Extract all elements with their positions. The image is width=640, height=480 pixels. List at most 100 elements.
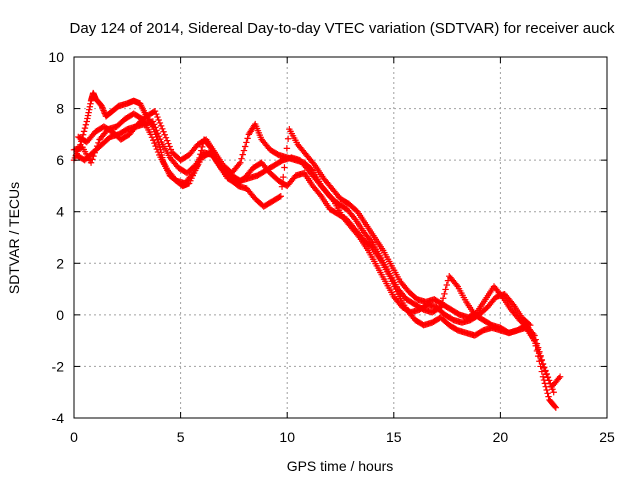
data-point-interp (508, 299, 516, 307)
data-point-interp (153, 127, 160, 134)
data-point-interp (284, 135, 292, 142)
data-point-interp (150, 121, 158, 128)
series-track-b (70, 110, 560, 411)
data-point-interp (546, 380, 554, 387)
x-axis-label: GPS time / hours (287, 458, 394, 474)
data-point-interp (543, 386, 550, 394)
x-tick-label: 5 (177, 429, 185, 445)
data-point-interp (99, 105, 107, 113)
data-point (550, 389, 557, 396)
chart-title: Day 124 of 2014, Sidereal Day-to-day VTE… (70, 20, 615, 37)
data-point-interp (545, 377, 553, 384)
y-tick-label: 2 (56, 255, 64, 271)
data-point-interp (156, 119, 164, 127)
data-point-interp (80, 128, 88, 135)
data-point-interp (308, 166, 315, 173)
data-point-interp (281, 164, 288, 171)
data-point-interp (240, 147, 248, 154)
data-point-interp (283, 145, 291, 152)
data-point-interp (154, 130, 161, 137)
data-point-interp (100, 107, 107, 114)
data-point-interp (152, 142, 159, 150)
data-point-interp (276, 193, 283, 201)
data-point-interp (238, 155, 245, 162)
data-point-interp (235, 160, 243, 168)
data-point-interp (154, 113, 161, 121)
data-point-interp (86, 106, 93, 113)
data-point (533, 342, 540, 349)
data-point-interp (543, 371, 550, 378)
data-point-interp (239, 151, 246, 158)
data-point-interp (278, 183, 286, 190)
data-point-interp (100, 108, 108, 116)
data-point-interp (161, 131, 168, 138)
data-point-interp (157, 122, 165, 130)
axis-ticks: 0 5 10 15 20 25 -4 -2 0 2 4 6 8 10 (48, 49, 615, 445)
data-point-interp (188, 171, 196, 178)
series-track-c (75, 107, 564, 391)
y-tick-label: -4 (52, 410, 65, 426)
y-tick-label: -2 (52, 358, 65, 374)
data-point-interp (85, 109, 92, 116)
data-point (541, 368, 549, 375)
data-point-interp (154, 148, 162, 156)
data-point-interp (82, 121, 90, 128)
data-point-interp (153, 110, 160, 118)
x-tick-label: 10 (279, 429, 295, 445)
data-point-interp (280, 173, 287, 181)
data-point-interp (442, 286, 449, 293)
data-point-interp (439, 295, 447, 302)
data-point-interp (523, 323, 531, 330)
y-tick-label: 0 (56, 307, 64, 323)
data-point (83, 118, 90, 125)
data-point-interp (548, 383, 555, 390)
data-point-interp (81, 124, 89, 132)
plot-frame (73, 56, 608, 419)
data-point (149, 118, 157, 125)
data-point (151, 107, 159, 115)
data-point-interp (316, 191, 324, 198)
data-point-interp (89, 156, 96, 163)
data-point-interp (87, 100, 94, 107)
data-point-interp (534, 346, 542, 353)
series-track-d (72, 118, 557, 396)
data-point-interp (436, 304, 443, 312)
data-point-interp (539, 361, 546, 368)
data-point (237, 159, 244, 166)
data-point-interp (453, 281, 460, 289)
data-point-interp (538, 357, 545, 364)
data-point (552, 404, 560, 411)
data-point-interp (443, 281, 450, 289)
data-point-interp (153, 145, 161, 153)
data-point-interp (551, 403, 559, 410)
data-point-interp (540, 364, 548, 372)
series-layer (70, 89, 564, 411)
data-point-interp (167, 146, 175, 153)
data-point-interp (544, 374, 551, 381)
y-tick-label: 6 (56, 152, 64, 168)
data-point-interp (555, 375, 563, 382)
data-point-interp (243, 139, 250, 146)
data-point-interp (159, 125, 166, 133)
x-tick-label: 25 (599, 429, 615, 445)
data-point-interp (498, 292, 505, 299)
data-point-interp (163, 137, 171, 144)
data-point (160, 128, 167, 135)
data-point-interp (155, 116, 162, 124)
data-point (556, 373, 564, 380)
data-point-interp (441, 290, 448, 298)
y-tick-label: 8 (56, 101, 64, 117)
data-point-interp (86, 103, 94, 110)
data-point-interp (545, 393, 552, 400)
data-point-interp (310, 160, 317, 168)
data-point-interp (537, 353, 544, 361)
data-point-interp (166, 143, 173, 150)
data-point-interp (162, 134, 170, 141)
data-point (147, 131, 154, 138)
y-axis-label: SDTVAR / TECUs (6, 182, 22, 294)
data-point-interp (282, 154, 289, 162)
data-point-interp (84, 112, 92, 119)
data-point-interp (152, 124, 159, 131)
data-point (277, 193, 285, 200)
